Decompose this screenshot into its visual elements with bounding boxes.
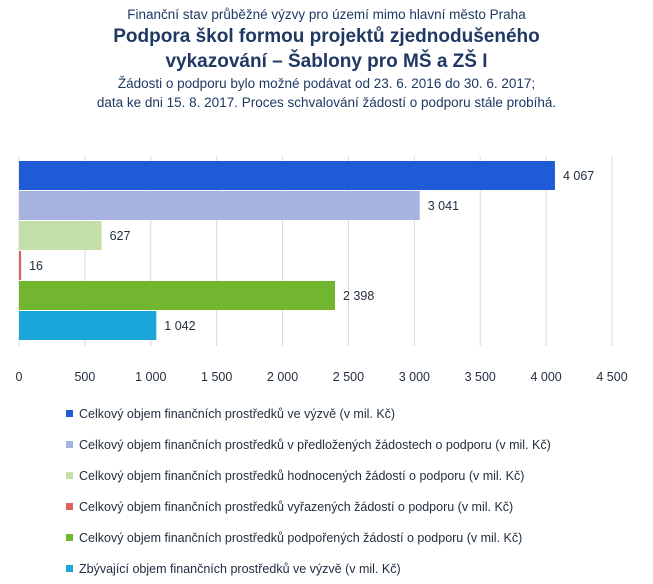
legend-item: Celkový objem finančních prostředků podp… [66, 522, 551, 553]
legend-item: Celkový objem finančních prostředků vyřa… [66, 491, 551, 522]
legend-swatch [66, 534, 73, 541]
chart-legend: Celkový objem finančních prostředků ve v… [66, 398, 551, 584]
chart-title-line1: Podpora škol formou projektů zjednodušen… [113, 26, 540, 47]
bar [19, 251, 22, 280]
legend-item: Celkový objem finančních prostředků ve v… [66, 398, 551, 429]
chart-subtitle-line2: data ke dni 15. 8. 2017. Proces schvalov… [96, 95, 557, 110]
bar [19, 221, 102, 250]
x-tick-label: 1 500 [201, 370, 232, 384]
x-tick-label: 2 000 [267, 370, 298, 384]
legend-label: Celkový objem finančních prostředků v př… [79, 437, 551, 452]
bar-value-label: 4 067 [563, 169, 594, 183]
bar-value-label: 1 042 [164, 319, 195, 333]
x-tick-label: 4 000 [530, 370, 561, 384]
legend-item: Celkový objem finančních prostředků v př… [66, 429, 551, 460]
bar-value-label: 3 041 [428, 199, 459, 213]
legend-swatch [66, 503, 73, 510]
bar [19, 161, 555, 190]
x-tick-label: 500 [74, 370, 95, 384]
x-tick-label: 1 000 [135, 370, 166, 384]
legend-swatch [66, 472, 73, 479]
bar-value-label: 16 [29, 259, 43, 273]
legend-swatch [66, 441, 73, 448]
legend-label: Celkový objem finančních prostředků podp… [79, 530, 523, 545]
chart-title-line2: vykazování – Šablony pro MŠ a ZŠ I [165, 51, 488, 72]
bar-value-label: 627 [110, 229, 131, 243]
legend-swatch [66, 565, 73, 572]
legend-label: Celkový objem finančních prostředků hodn… [79, 468, 525, 483]
x-tick-label: 2 500 [333, 370, 364, 384]
chart-supertitle: Finanční stav průběžné výzvy pro území m… [127, 7, 526, 22]
x-tick-label: 3 500 [465, 370, 496, 384]
bar [19, 281, 336, 310]
bar [19, 311, 157, 340]
legend-label: Celkový objem finančních prostředků vyřa… [79, 499, 514, 514]
bar [19, 191, 420, 220]
bar-chart: 0 500 1 000 1 500 2 000 2 500 3 000 3 500 4 000 4… [16, 156, 628, 384]
legend-label: Zbývající objem finančních prostředků ve… [79, 561, 401, 576]
legend-item: Zbývající objem finančních prostředků ve… [66, 553, 551, 584]
x-tick-label: 0 [16, 370, 23, 384]
bar-value-label: 2 398 [343, 289, 374, 303]
x-tick-label: 4 500 [596, 370, 627, 384]
chart-subtitle-line1: Žádosti o podporu bylo možné podávat od … [117, 76, 536, 91]
x-tick-label: 3 000 [399, 370, 430, 384]
chart-titles: Finanční stav průběžné výzvy pro území m… [0, 6, 653, 112]
legend-label: Celkový objem finančních prostředků ve v… [79, 406, 396, 421]
legend-swatch [66, 410, 73, 417]
legend-item: Celkový objem finančních prostředků hodn… [66, 460, 551, 491]
